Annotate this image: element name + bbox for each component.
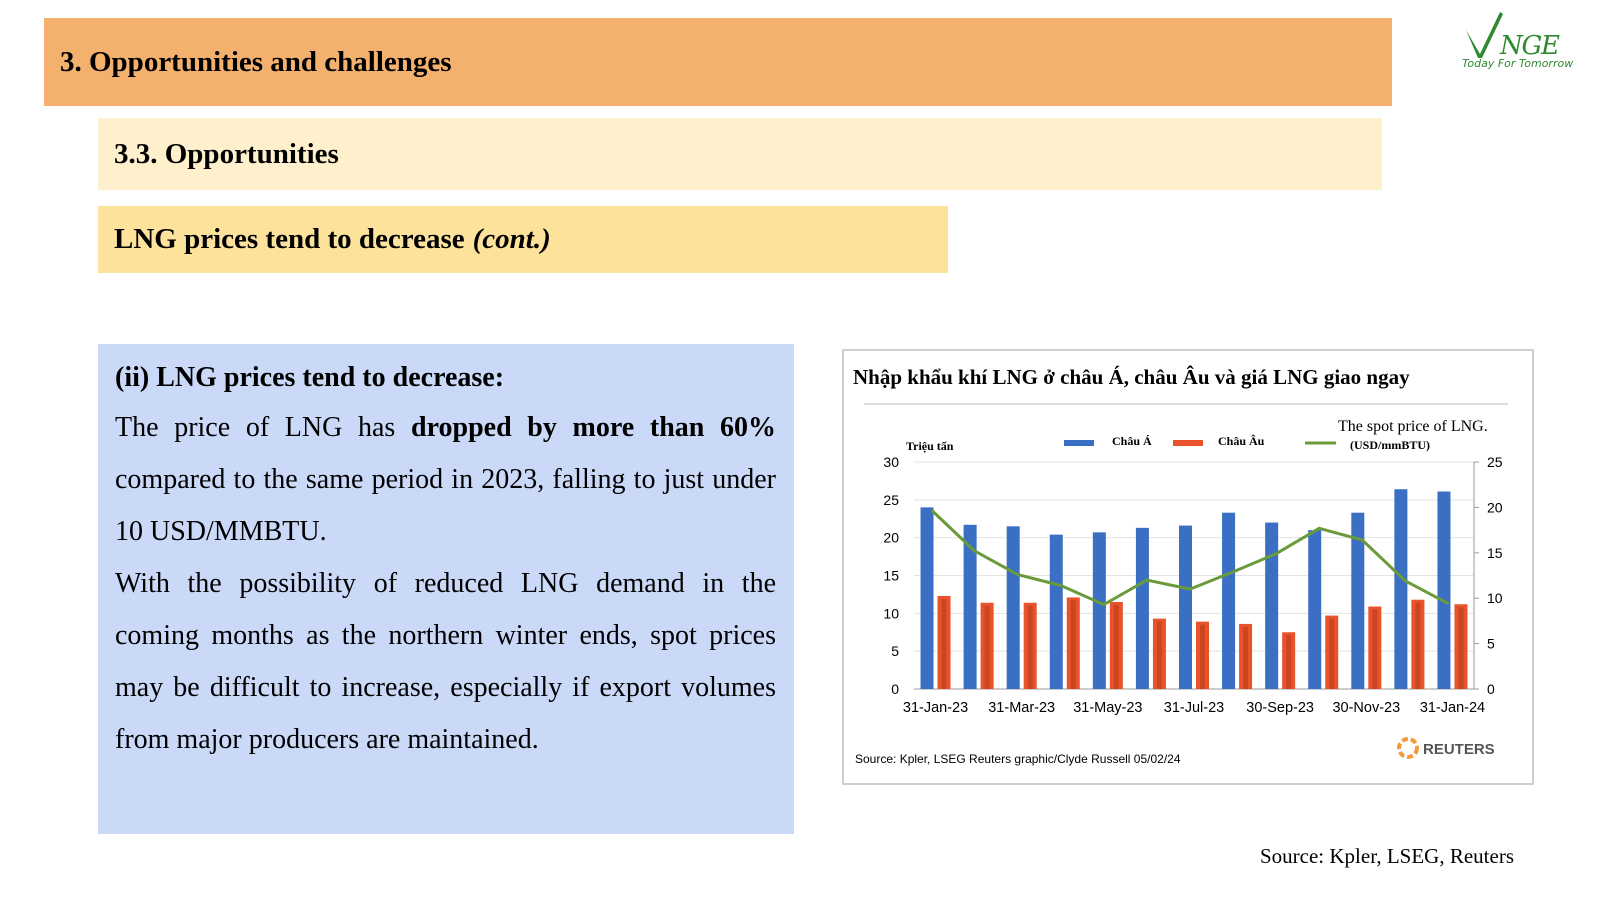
bar-chau-au-shade [1027,605,1033,689]
bar-chau-a [1437,491,1451,689]
bar-chau-a [1092,532,1106,689]
reuters-logo-icon [1397,737,1419,759]
bar-chau-a [920,507,934,689]
y-right-axis-label: The spot price of LNG. [1338,418,1488,435]
vnge-logo: NGE [1466,12,1560,61]
panel-heading: (ii) LNG prices tend to decrease: [115,362,505,393]
reuters-brand: REUTERS [1423,741,1495,758]
bar-chau-a [1222,512,1236,689]
x-tick-label: 31-Jan-24 [1420,700,1485,716]
p1-text-bold: dropped by more than 60% [411,412,776,443]
subsection-header: 3.3. Opportunities [98,118,1382,190]
bar-chau-au-shade [1243,626,1249,689]
bar-chau-a [1265,522,1279,689]
svg-text:NGE: NGE [1499,31,1560,61]
bar-chau-au-shade [941,598,947,689]
bar-chau-au-shade [1415,602,1421,689]
bar-chau-a [963,524,977,689]
y-left-tick-label: 30 [883,454,899,470]
bar-chau-a [1049,534,1063,689]
bar-chau-au-shade [1113,604,1119,689]
bar-chau-au-shade [1458,607,1464,689]
bar-chau-au-shade [1286,635,1292,689]
bar-chau-au-shade [984,605,990,689]
x-tick-label: 30-Sep-23 [1246,700,1314,716]
y-right-tick-label: 0 [1487,681,1495,697]
legend-swatch-chau-a [1064,440,1094,446]
p1-text-end: compared to the same period in 2023, fal… [115,464,776,547]
y-left-tick-label: 25 [883,492,899,508]
section-header: 3. Opportunities and challenges [44,18,1392,106]
bar-chau-a [1006,526,1020,689]
y-right-axis-unit: (USD/mmBTU) [1350,438,1430,452]
x-tick-label: 31-Mar-23 [988,700,1055,716]
legend-label-chau-au: Châu Âu [1218,434,1265,448]
bar-chau-au-shade [1156,621,1162,689]
legend-swatch-chau-au [1173,440,1203,446]
source-note: Source: Kpler, LSEG, Reuters [1259,844,1514,868]
x-tick-label: 31-May-23 [1073,700,1142,716]
paragraph-demand-outlook: With the possibility of reduced LNG dema… [115,568,776,755]
lng-chart: Nhập khẩu khí LNG ở châu Á, châu Âu và g… [842,349,1534,785]
chart-source: Source: Kpler, LSEG Reuters graphic/Clyd… [855,752,1181,766]
y-left-tick-label: 5 [891,643,899,659]
p1-text-start: The price of LNG has [115,412,411,443]
logo-tagline: Today For Tomorrow [1462,57,1574,70]
y-right-tick-label: 25 [1487,454,1503,470]
chart-title: Nhập khẩu khí LNG ở châu Á, châu Âu và g… [853,365,1410,389]
y-left-tick-label: 15 [883,568,899,584]
bar-chau-a [1135,527,1149,689]
text-panel: (ii) LNG prices tend to decrease: The pr… [98,344,794,834]
y-left-tick-label: 0 [891,681,899,697]
y-right-tick-label: 10 [1487,590,1503,606]
topic-title-suffix: (cont.) [472,223,551,255]
bar-chau-a [1394,489,1408,689]
topic-header: LNG prices tend to decrease (cont.) [98,206,948,273]
topic-title: LNG prices tend to decrease [114,223,465,255]
y-right-tick-label: 15 [1487,545,1503,561]
line-spot-price [930,509,1450,607]
y-left-tick-label: 10 [883,605,899,621]
bar-chau-a [1179,525,1192,689]
legend-label-chau-a: Châu Á [1112,434,1152,448]
bar-chau-au-shade [1329,618,1335,689]
y-right-tick-label: 20 [1487,499,1503,515]
x-tick-label: 31-Jul-23 [1164,700,1224,716]
bar-chau-au-shade [1372,609,1378,689]
bar-chau-a [1351,512,1365,689]
bar-chau-au-shade [1070,600,1076,689]
y-right-tick-label: 5 [1487,636,1495,652]
x-tick-label: 30-Nov-23 [1332,700,1400,716]
y-left-tick-label: 20 [883,530,899,546]
x-tick-label: 31-Jan-23 [903,700,968,716]
chart-svg: Nhập khẩu khí LNG ở châu Á, châu Âu và g… [853,365,1508,766]
bar-chau-a [1308,530,1322,689]
section-title: 3. Opportunities and challenges [60,45,452,78]
subsection-title: 3.3. Opportunities [114,137,339,170]
bar-chau-au-shade [1200,624,1205,689]
y-left-axis-label: Triệu tấn [906,439,954,453]
paragraph-price-drop: The price of LNG has dropped by more tha… [115,402,776,558]
